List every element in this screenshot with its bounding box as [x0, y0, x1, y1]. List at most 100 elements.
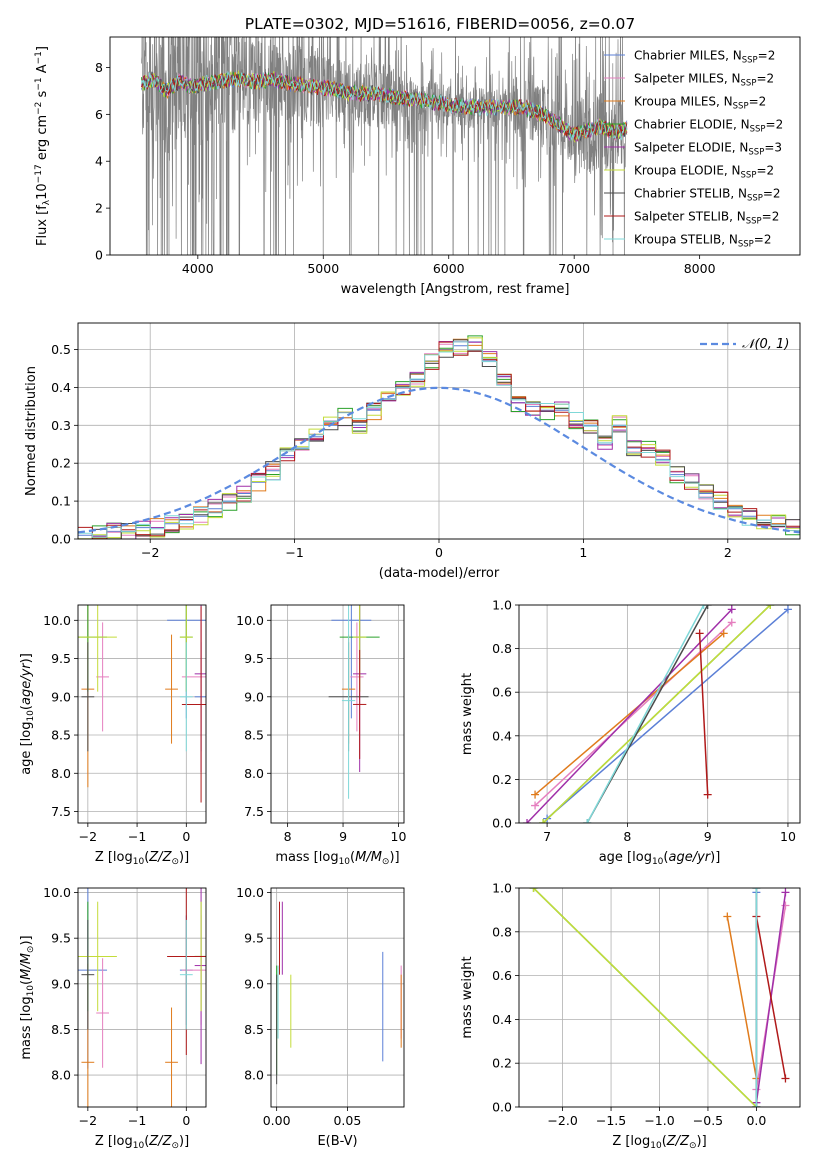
- x-tick-label: −1: [285, 545, 303, 560]
- x-tick-label: 8000: [684, 261, 716, 276]
- x-axis-label: Z [log10(Z/Z⊙)]: [95, 850, 189, 867]
- series-line: [534, 621, 733, 807]
- series-marker: [766, 605, 775, 609]
- series-line: [586, 605, 705, 823]
- y-tick-label: 6: [95, 107, 103, 122]
- legend-label: 𝒩(0, 1): [742, 337, 789, 352]
- y-tick-label: 0.2: [492, 1056, 512, 1071]
- panel-residuals: −2 −1 0 1 2 0.0 0.1 0.2 0.3 0.4 0.5 (data-model)/er…: [24, 322, 801, 581]
- y-tick-label: 9.5: [244, 651, 264, 666]
- legend-label: Chabrier MILES, NSSP=2: [634, 49, 775, 66]
- axes-frame: [270, 604, 405, 824]
- y-tick-label: 9.5: [244, 931, 264, 946]
- x-axis-label: Z [log10(Z/Z⊙)]: [95, 1134, 189, 1151]
- y-tick-label: 8.5: [244, 1022, 264, 1037]
- y-tick-label: 0.5: [51, 342, 71, 357]
- x-tick-label: 10: [391, 829, 407, 844]
- panel-mass-vs-EBV: 0.00 0.05 8.0 8.5 9.0 9.5 10.0 E(B-V): [236, 885, 405, 1149]
- x-axis-label: wavelength [Angstrom, rest frame]: [341, 282, 570, 297]
- y-axis-label: age [log10(age/yr)]: [19, 653, 36, 775]
- panel-age-vs-mass: 8 9 10 7.5 8.0 8.5 9.0 9.5 10.0 mass [log10(M/M⊙)…: [236, 604, 407, 867]
- y-tick-label: 8.0: [244, 1068, 264, 1083]
- series-line: [726, 916, 758, 1079]
- series-marker: [699, 605, 708, 609]
- y-tick-label: 7.5: [51, 804, 71, 819]
- legend-label: Chabrier ELODIE, NSSP=2: [634, 118, 783, 135]
- series-marker: [783, 605, 792, 614]
- figure-title: PLATE=0302, MJD=51616, FIBERID=0056, z=0…: [245, 15, 635, 33]
- x-tick-label: 0: [182, 829, 190, 844]
- y-tick-label: 0.3: [51, 418, 71, 433]
- x-tick-label: −0.5: [693, 1113, 723, 1128]
- y-tick-label: 7.5: [244, 804, 264, 819]
- y-tick-label: 9.5: [51, 651, 71, 666]
- x-tick-label: 9: [704, 829, 712, 844]
- x-axis-label: age [log10(age/yr)]: [599, 850, 721, 867]
- series-line: [755, 916, 787, 1079]
- x-tick-label: 0: [435, 545, 443, 560]
- legend-label: Kroupa MILES, NSSP=2: [634, 95, 766, 112]
- y-tick-label: 8.0: [51, 1068, 71, 1083]
- legend-label: Chabrier STELIB, NSSP=2: [634, 187, 781, 204]
- x-tick-label: 2: [724, 545, 732, 560]
- x-tick-label: 10: [780, 829, 796, 844]
- x-axis-label: E(B-V): [317, 1134, 357, 1149]
- y-tick-label: 1.0: [492, 881, 512, 896]
- x-tick-label: −1: [128, 829, 146, 844]
- spectrum-data-line: [141, 37, 626, 255]
- x-tick-label: 6000: [433, 261, 465, 276]
- series-marker: [703, 605, 712, 609]
- panel-weight-vs-Z: −2.0 −1.5 −1.0 −0.5 0.0 0.0 0.2 0.4 0.6 0.8 1.0 Z […: [460, 881, 801, 1151]
- x-axis-label: Z [log10(Z/Z⊙)]: [612, 1134, 706, 1151]
- y-tick-label: 0.0: [492, 1100, 512, 1115]
- series-line: [526, 608, 733, 823]
- x-tick-label: 7000: [558, 261, 590, 276]
- y-tick-label: 10.0: [236, 885, 264, 900]
- y-tick-label: 8.0: [244, 766, 264, 781]
- panel-age-vs-Z: −2 −1 0 7.5 8.0 8.5 9.0 9.5 10.0 Z [log10(Z/Z⊙)] a…: [19, 604, 207, 867]
- y-axis-label: Flux [fλ10−17 erg cm−2 s−1 A−1]: [34, 46, 52, 246]
- series-marker: [727, 618, 736, 627]
- x-tick-label: 8: [623, 829, 631, 844]
- y-tick-label: 0.0: [51, 532, 71, 547]
- axes-frame: [109, 36, 801, 256]
- legend-label: Salpeter ELODIE, NSSP=3: [634, 141, 782, 158]
- panel-spectrum: 4000 5000 6000 7000 8000 0 2 4 6 8 wavelength [Ang…: [34, 36, 801, 297]
- series-marker: [695, 629, 704, 638]
- series-marker: [781, 888, 790, 897]
- y-tick-label: 0.1: [51, 494, 71, 509]
- histogram-KroupaSTELIB: [78, 341, 800, 538]
- series-line: [532, 888, 757, 1107]
- y-tick-label: 9.0: [51, 689, 71, 704]
- y-tick-label: 1.0: [492, 598, 512, 613]
- axes-frame: [77, 604, 207, 824]
- axes-frame: [77, 322, 801, 540]
- series-marker: [583, 819, 592, 823]
- series-marker: [719, 629, 728, 638]
- y-axis-label: mass weight: [460, 956, 475, 1038]
- series-line: [698, 633, 709, 795]
- series-marker: [531, 801, 540, 810]
- x-tick-label: 9: [339, 829, 347, 844]
- y-tick-label: 0: [95, 248, 103, 263]
- legend-label: Salpeter STELIB, NSSP=2: [634, 210, 779, 227]
- legend-label: Kroupa ELODIE, NSSP=2: [634, 164, 774, 181]
- legend: Chabrier MILES, NSSP=2 Salpeter MILES, NS…: [604, 49, 783, 250]
- axes-frame: [77, 887, 207, 1108]
- y-tick-label: 10.0: [236, 613, 264, 628]
- series-marker: [781, 901, 790, 910]
- model-line-8: [141, 70, 628, 141]
- y-tick-label: 8.5: [244, 728, 264, 743]
- x-tick-label: 0.00: [263, 1113, 291, 1128]
- x-tick-label: −2.0: [547, 1113, 577, 1128]
- y-tick-label: 0.0: [492, 816, 512, 831]
- x-tick-label: 0.0: [746, 1113, 766, 1128]
- y-tick-label: 0.6: [492, 968, 512, 983]
- x-tick-label: −2: [141, 545, 159, 560]
- x-tick-label: 0: [182, 1113, 190, 1128]
- y-tick-label: 0.4: [492, 1012, 512, 1027]
- series-marker: [703, 790, 712, 799]
- series-line: [546, 608, 789, 820]
- y-axis-label: Normed distribution: [24, 366, 39, 496]
